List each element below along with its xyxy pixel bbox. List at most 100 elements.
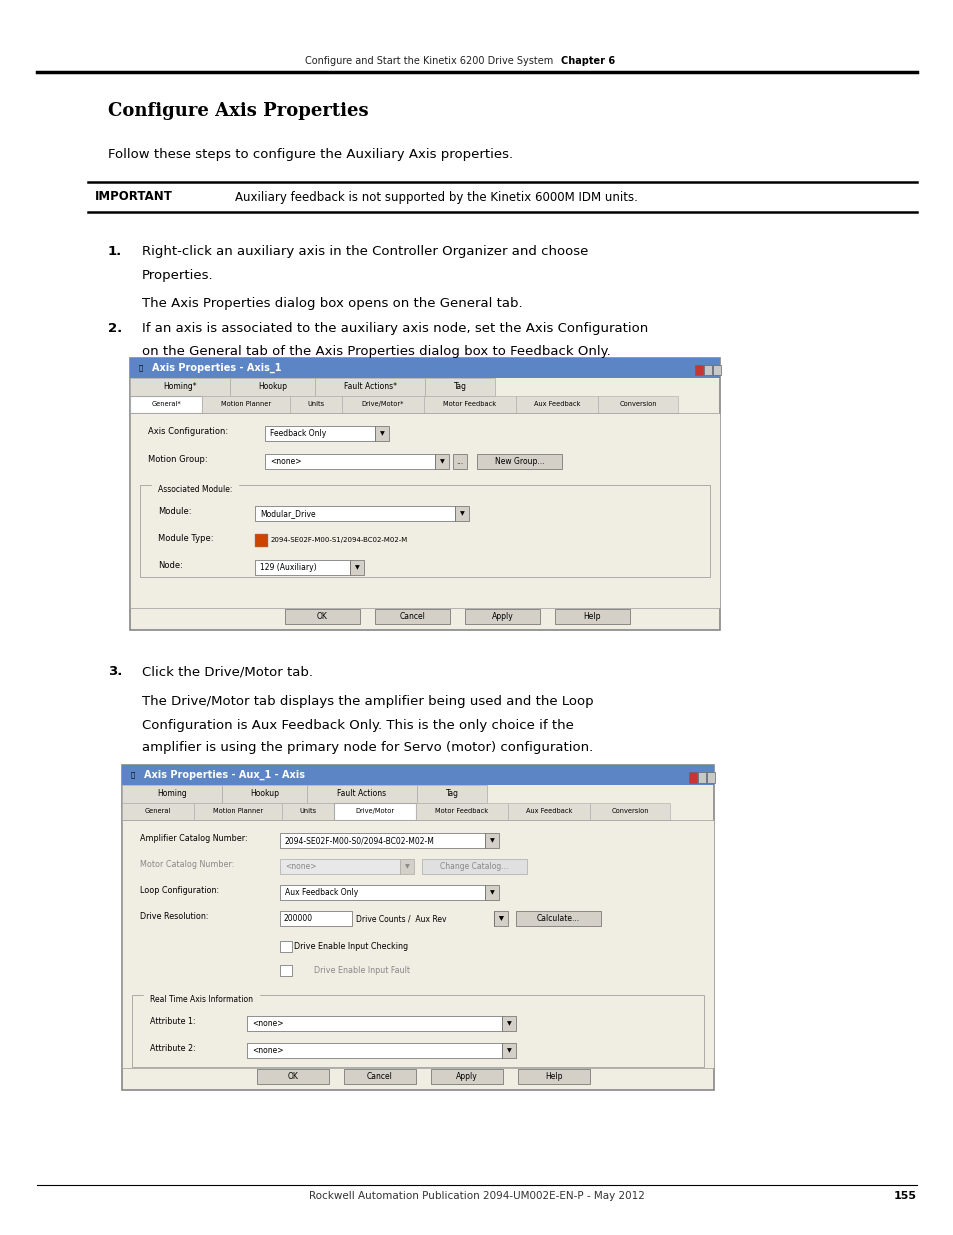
FancyBboxPatch shape <box>688 772 696 783</box>
Text: Aux Feedback: Aux Feedback <box>525 808 572 814</box>
FancyBboxPatch shape <box>230 378 314 395</box>
Text: Drive Enable Input Checking: Drive Enable Input Checking <box>294 942 408 951</box>
FancyBboxPatch shape <box>416 803 507 820</box>
Text: Units: Units <box>307 401 324 408</box>
FancyBboxPatch shape <box>435 454 449 468</box>
FancyBboxPatch shape <box>375 426 389 441</box>
Text: General*: General* <box>151 401 181 408</box>
FancyBboxPatch shape <box>706 772 714 783</box>
FancyBboxPatch shape <box>130 412 720 608</box>
Text: ▼: ▼ <box>506 1049 511 1053</box>
FancyBboxPatch shape <box>453 454 467 468</box>
Text: Amplifier Catalog Number:: Amplifier Catalog Number: <box>140 834 248 844</box>
Text: Follow these steps to configure the Auxiliary Axis properties.: Follow these steps to configure the Auxi… <box>108 148 513 161</box>
Text: amplifier is using the primary node for Servo (motor) configuration.: amplifier is using the primary node for … <box>142 741 593 755</box>
Text: Cancel: Cancel <box>399 611 425 621</box>
Text: OK: OK <box>316 611 328 621</box>
FancyBboxPatch shape <box>282 803 334 820</box>
Text: ▼: ▼ <box>459 511 464 516</box>
Text: Drive/Motor: Drive/Motor <box>355 808 395 814</box>
Text: Module Type:: Module Type: <box>158 534 213 543</box>
Text: Calculate...: Calculate... <box>537 914 579 923</box>
Text: Properties.: Properties. <box>142 268 213 282</box>
Text: Axis Properties - Axis_1: Axis Properties - Axis_1 <box>152 363 281 373</box>
Text: Fault Actions*: Fault Actions* <box>343 383 396 391</box>
FancyBboxPatch shape <box>703 364 711 375</box>
FancyBboxPatch shape <box>130 395 202 412</box>
Text: Motion Planner: Motion Planner <box>221 401 271 408</box>
Text: Homing*: Homing* <box>163 383 196 391</box>
FancyBboxPatch shape <box>695 364 701 375</box>
FancyBboxPatch shape <box>265 426 375 441</box>
Text: Apply: Apply <box>491 611 513 621</box>
FancyBboxPatch shape <box>122 820 713 1068</box>
FancyBboxPatch shape <box>507 803 589 820</box>
FancyBboxPatch shape <box>280 860 399 873</box>
Text: Chapter 6: Chapter 6 <box>560 56 615 65</box>
FancyBboxPatch shape <box>202 395 290 412</box>
Text: ▼: ▼ <box>355 564 359 571</box>
Text: Fault Actions: Fault Actions <box>337 789 386 798</box>
FancyBboxPatch shape <box>431 1068 502 1084</box>
FancyBboxPatch shape <box>280 832 484 847</box>
FancyBboxPatch shape <box>122 803 193 820</box>
Text: ▼: ▼ <box>489 890 494 895</box>
FancyBboxPatch shape <box>464 609 539 624</box>
Text: 155: 155 <box>893 1191 916 1200</box>
FancyBboxPatch shape <box>555 609 629 624</box>
Text: Drive/Motor*: Drive/Motor* <box>361 401 404 408</box>
FancyBboxPatch shape <box>341 395 423 412</box>
Text: ▼: ▼ <box>404 864 409 869</box>
Text: Attribute 1:: Attribute 1: <box>150 1016 195 1026</box>
Text: on the General tab of the Axis Properties dialog box to Feedback Only.: on the General tab of the Axis Propertie… <box>142 346 610 358</box>
FancyBboxPatch shape <box>516 911 600 925</box>
FancyBboxPatch shape <box>254 506 455 520</box>
Text: 🔧: 🔧 <box>131 772 135 778</box>
Text: 1.: 1. <box>108 245 122 258</box>
Text: Change Catalog...: Change Catalog... <box>440 862 508 871</box>
FancyBboxPatch shape <box>280 885 484 899</box>
Text: Tag: Tag <box>453 383 466 391</box>
FancyBboxPatch shape <box>598 395 678 412</box>
Text: Drive Counts /  Aux Rev: Drive Counts / Aux Rev <box>355 914 446 923</box>
Text: 2094-SE02F-M00-S1/2094-BC02-M02-M: 2094-SE02F-M00-S1/2094-BC02-M02-M <box>271 537 407 543</box>
FancyBboxPatch shape <box>484 885 498 899</box>
Text: Motor Feedback: Motor Feedback <box>443 401 497 408</box>
Text: Units: Units <box>299 808 316 814</box>
Text: 2094-SE02F-M00-S0/2094-BC02-M02-M: 2094-SE02F-M00-S0/2094-BC02-M02-M <box>285 836 435 845</box>
FancyBboxPatch shape <box>130 378 230 395</box>
Text: Hookup: Hookup <box>250 789 278 798</box>
Text: Aux Feedback: Aux Feedback <box>534 401 579 408</box>
FancyBboxPatch shape <box>589 803 669 820</box>
FancyBboxPatch shape <box>122 764 713 785</box>
FancyBboxPatch shape <box>122 764 713 1091</box>
Text: Real Time Axis Information: Real Time Axis Information <box>150 994 253 1004</box>
FancyBboxPatch shape <box>254 559 350 574</box>
Text: Configure and Start the Kinetix 6200 Drive System: Configure and Start the Kinetix 6200 Dri… <box>305 56 553 65</box>
FancyBboxPatch shape <box>307 785 416 803</box>
FancyBboxPatch shape <box>290 395 341 412</box>
Text: Motor Catalog Number:: Motor Catalog Number: <box>140 860 234 869</box>
Text: ...: ... <box>456 457 463 466</box>
FancyBboxPatch shape <box>501 1044 516 1057</box>
Text: ▼: ▼ <box>379 431 384 436</box>
FancyBboxPatch shape <box>350 559 364 574</box>
FancyBboxPatch shape <box>517 1068 589 1084</box>
Text: Click the Drive/Motor tab.: Click the Drive/Motor tab. <box>142 664 313 678</box>
Text: Associated Module:: Associated Module: <box>158 484 233 494</box>
Text: 🔧: 🔧 <box>139 364 143 372</box>
Text: IMPORTANT: IMPORTANT <box>95 190 172 204</box>
FancyBboxPatch shape <box>140 485 709 577</box>
Text: Right-click an auxiliary axis in the Controller Organizer and choose: Right-click an auxiliary axis in the Con… <box>142 245 588 258</box>
Text: Node:: Node: <box>158 561 183 571</box>
FancyBboxPatch shape <box>256 1068 329 1084</box>
FancyBboxPatch shape <box>698 772 705 783</box>
FancyBboxPatch shape <box>334 803 416 820</box>
FancyBboxPatch shape <box>285 609 359 624</box>
Text: Configure Axis Properties: Configure Axis Properties <box>108 103 368 120</box>
Text: General: General <box>145 808 171 814</box>
Text: Conversion: Conversion <box>618 401 656 408</box>
FancyBboxPatch shape <box>494 911 507 925</box>
FancyBboxPatch shape <box>280 941 292 952</box>
Text: Feedback Only: Feedback Only <box>270 429 326 438</box>
